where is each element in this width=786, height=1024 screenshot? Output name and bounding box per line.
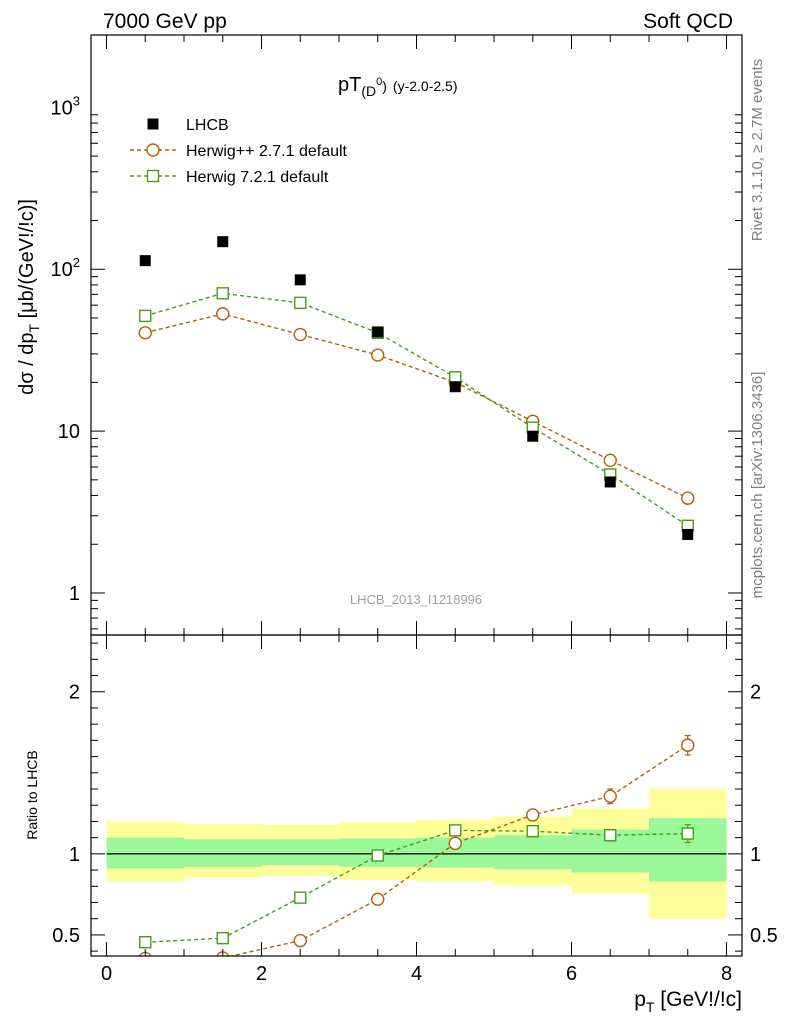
- legend-label: Herwig 7.2.1 default: [186, 169, 329, 186]
- main-panel: 1 10 102 103 pT(D0) (y-2.0-2.5) dσ / dpT [μb…: [16, 34, 743, 636]
- data-point: [216, 287, 229, 300]
- inner-uncertainty-band: [494, 835, 572, 870]
- ratio-y-tick-label-left: 1: [69, 844, 80, 866]
- inner-uncertainty-band: [184, 839, 262, 867]
- ratio-series-line: [145, 829, 688, 943]
- main-y-tick-label: 1: [69, 583, 80, 605]
- main-y-tick-label: 102: [51, 255, 80, 281]
- ratio-point: [526, 808, 540, 822]
- ratio-series-layer: [139, 734, 695, 956]
- ratio-y-tick-label-right: 2: [750, 682, 761, 704]
- x-tick-label: 4: [411, 963, 422, 985]
- plot-title: pT(D0) (y-2.0-2.5): [338, 74, 458, 99]
- ratio-panel: 0.5 0.5 1 1 2 2 0 2 4 6 8 Ratio to LHCB pT [GeV!/…: [24, 634, 778, 1015]
- ratio-point: [681, 827, 694, 840]
- series-line: [145, 313, 689, 499]
- ratio-y-tick-label-right: 1: [750, 844, 761, 866]
- main-y-tick-label: 103: [51, 93, 80, 119]
- x-tick-label: 6: [566, 963, 577, 985]
- main-y-tick-labels: 1 10 102 103: [51, 93, 80, 605]
- data-point: [217, 236, 229, 248]
- x-tick-label: 8: [721, 963, 732, 985]
- data-point: [294, 296, 307, 310]
- ratio-y-tick-label-right: 0.5: [750, 925, 778, 947]
- ratio-y-tick-labels: 0.5 0.5 1 1 2 2: [52, 682, 778, 947]
- ratio-y-tick-label-left: 2: [69, 682, 80, 704]
- main-ticks: [91, 35, 742, 635]
- ratio-point: [139, 936, 152, 949]
- x-tick-label: 0: [101, 963, 112, 985]
- ratio-point: [293, 933, 307, 948]
- main-y-axis-label: dσ / dpT [μb/(GeV!/!c)]: [16, 199, 42, 395]
- x-axis-label: pT [GeV!/!c]: [634, 988, 742, 1015]
- ratio-point: [371, 892, 385, 906]
- data-point: [371, 348, 385, 362]
- legend-marker: [146, 143, 160, 157]
- header-collision: 7000 GeV pp: [103, 10, 227, 33]
- mcplots-label: mcplots.cern.ch [arXiv:1306.3436]: [749, 372, 766, 599]
- legend-label: Herwig++ 2.7.1 default: [186, 143, 348, 160]
- series-line: [145, 292, 689, 527]
- data-point: [527, 430, 539, 442]
- inner-uncertainty-band: [261, 839, 339, 866]
- data-point: [294, 274, 306, 286]
- data-point: [293, 327, 307, 342]
- ratio-frame: [90, 634, 743, 957]
- ratio-point: [448, 836, 462, 851]
- x-tick-labels: 0 2 4 6 8: [101, 963, 732, 985]
- header-category: Soft QCD: [643, 10, 733, 33]
- data-point: [372, 326, 384, 338]
- legend-label: LHCB: [186, 117, 229, 134]
- x-tick-label: 2: [256, 963, 267, 985]
- ratio-point: [526, 824, 539, 838]
- data-point: [682, 528, 694, 540]
- analysis-watermark: LHCB_2013_I1218996: [350, 592, 482, 607]
- ratio-point: [604, 829, 617, 842]
- ratio-point: [603, 789, 617, 804]
- main-y-tick-label: 10: [58, 421, 80, 443]
- legend-marker: [147, 118, 159, 130]
- main-series-layer: [138, 236, 695, 540]
- data-point: [139, 255, 151, 267]
- inner-uncertainty-band: [106, 837, 184, 869]
- ratio-point: [216, 931, 229, 945]
- ratio-point: [449, 824, 462, 837]
- ratio-y-axis-label: Ratio to LHCB: [24, 750, 40, 839]
- data-point: [216, 307, 230, 321]
- ratio-point: [371, 849, 384, 862]
- data-point: [139, 309, 152, 323]
- ratio-point: [294, 891, 307, 904]
- ratio-ticks: [91, 635, 742, 956]
- ratio-point: [681, 738, 695, 752]
- data-point: [681, 491, 695, 505]
- data-point: [603, 453, 617, 468]
- data-point: [449, 381, 461, 393]
- ratio-y-tick-label-left: 0.5: [52, 925, 80, 947]
- data-point: [138, 326, 152, 340]
- rivet-version-label: Rivet 3.1.10, ≥ 2.7M events: [749, 59, 766, 242]
- data-point: [604, 476, 616, 488]
- legend: LHCB Herwig++ 2.7.1 default Herwig 7.2.1 d…: [130, 117, 348, 186]
- data-point: [449, 371, 462, 384]
- legend-marker: [146, 169, 160, 183]
